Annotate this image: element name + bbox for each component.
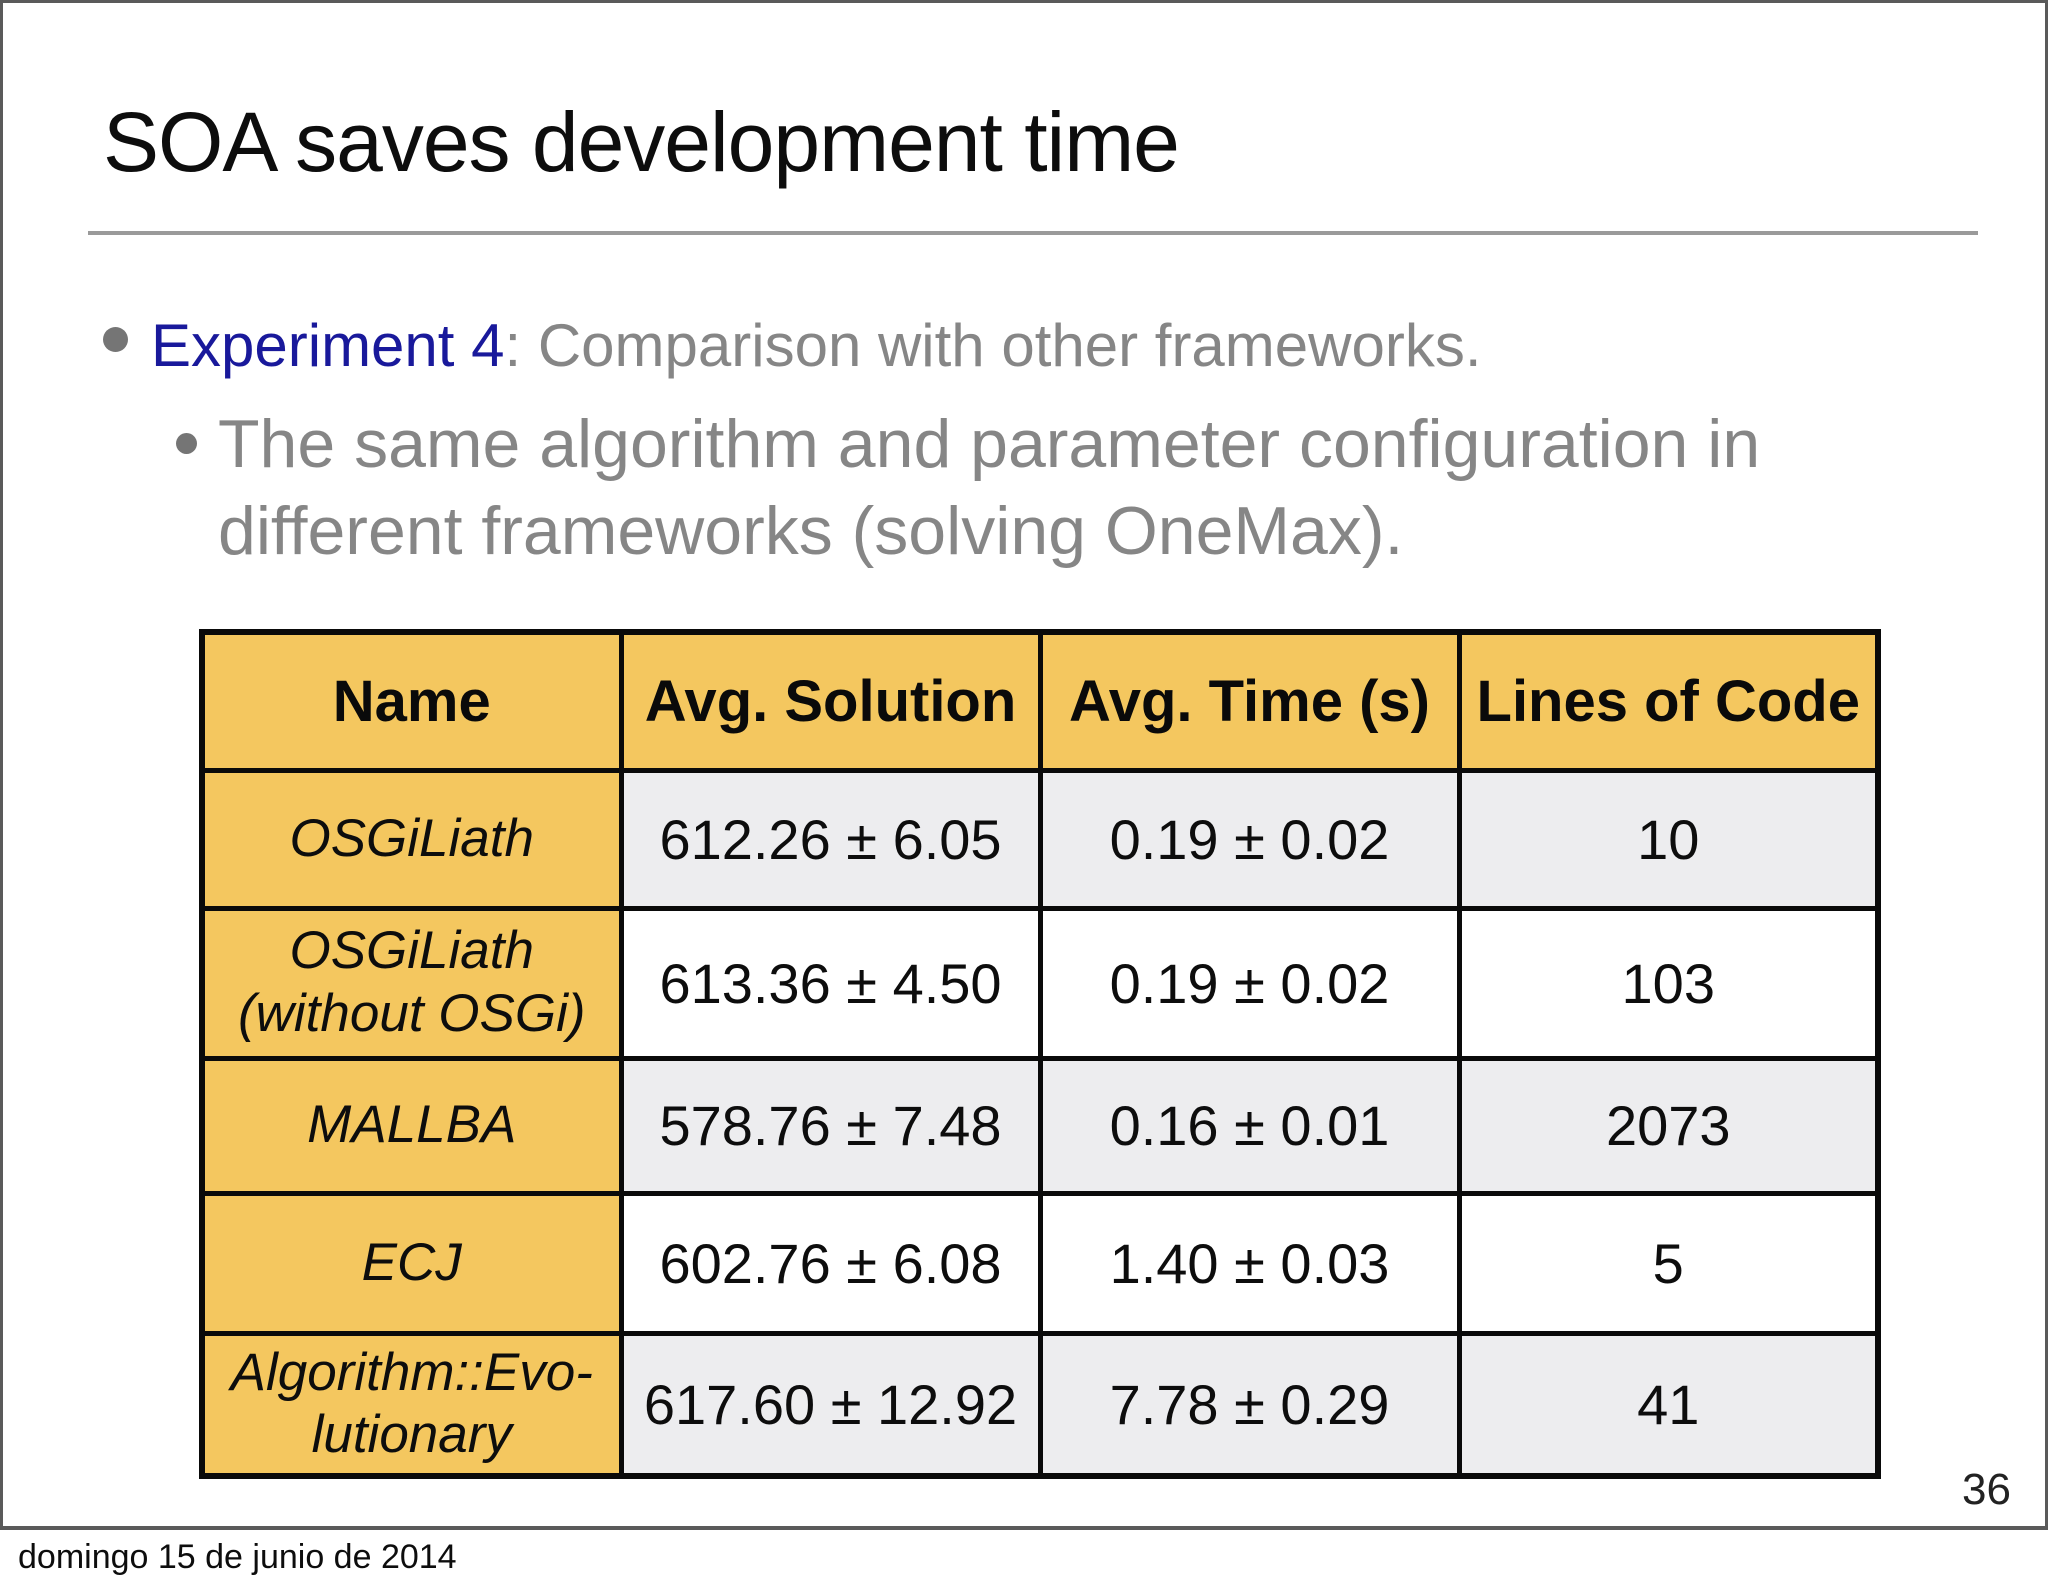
- avg-solution-cell: 617.60 ± 12.92: [618, 1330, 1043, 1479]
- results-table: Name Avg. Solution Avg. Time (s) Lines o…: [199, 629, 1881, 1479]
- table-row: OSGiLiath 612.26 ± 6.05 0.19 ± 0.02 10: [199, 767, 1881, 911]
- table-header-row: Name Avg. Solution Avg. Time (s) Lines o…: [199, 629, 1881, 773]
- bullet-marker-icon: [103, 327, 128, 352]
- column-header-name: Name: [199, 629, 624, 773]
- experiment-bullet: Experiment 4: Comparison with other fram…: [151, 310, 1482, 382]
- column-header-avg-solution: Avg. Solution: [618, 629, 1043, 773]
- slide-title: SOA saves development time: [103, 95, 1180, 189]
- lines-of-code-cell: 10: [1456, 767, 1881, 911]
- table-row: Algorithm::Evo- lutionary 617.60 ± 12.92…: [199, 1330, 1881, 1479]
- avg-time-cell: 0.19 ± 0.02: [1037, 767, 1462, 911]
- avg-time-cell: 0.16 ± 0.01: [1037, 1055, 1462, 1196]
- framework-name-cell: Algorithm::Evo- lutionary: [199, 1330, 624, 1479]
- lines-of-code-cell: 2073: [1456, 1055, 1881, 1196]
- sub-bullet-marker-icon: [176, 433, 197, 454]
- lines-of-code-cell: 5: [1456, 1190, 1881, 1336]
- avg-solution-cell: 578.76 ± 7.48: [618, 1055, 1043, 1196]
- framework-name-cell: MALLBA: [199, 1055, 624, 1196]
- lines-of-code-cell: 103: [1456, 905, 1881, 1061]
- experiment-description: : Comparison with other frameworks.: [504, 312, 1482, 379]
- avg-solution-cell: 613.36 ± 4.50: [618, 905, 1043, 1061]
- table-row: MALLBA 578.76 ± 7.48 0.16 ± 0.01 2073: [199, 1055, 1881, 1196]
- framework-name-cell: ECJ: [199, 1190, 624, 1336]
- avg-solution-cell: 612.26 ± 6.05: [618, 767, 1043, 911]
- column-header-lines-of-code: Lines of Code: [1456, 629, 1881, 773]
- table-row: ECJ 602.76 ± 6.08 1.40 ± 0.03 5: [199, 1190, 1881, 1336]
- lines-of-code-cell: 41: [1456, 1330, 1881, 1479]
- experiment-label: Experiment 4: [151, 312, 505, 379]
- sub-bullet-text: The same algorithm and parameter configu…: [218, 406, 1761, 570]
- framework-name-cell: OSGiLiath (without OSGi): [199, 905, 624, 1061]
- footer-date: domingo 15 de junio de 2014: [18, 1538, 457, 1576]
- avg-solution-cell: 602.76 ± 6.08: [618, 1190, 1043, 1336]
- column-header-avg-time: Avg. Time (s): [1037, 629, 1462, 773]
- avg-time-cell: 7.78 ± 0.29: [1037, 1330, 1462, 1479]
- framework-name-cell: OSGiLiath: [199, 767, 624, 911]
- slide-frame: SOA saves development time Experiment 4:…: [0, 0, 2048, 1530]
- avg-time-cell: 1.40 ± 0.03: [1037, 1190, 1462, 1336]
- title-divider-line: [88, 231, 1978, 235]
- page-number: 36: [1962, 1465, 2011, 1514]
- avg-time-cell: 0.19 ± 0.02: [1037, 905, 1462, 1061]
- table-row: OSGiLiath (without OSGi) 613.36 ± 4.50 0…: [199, 905, 1881, 1061]
